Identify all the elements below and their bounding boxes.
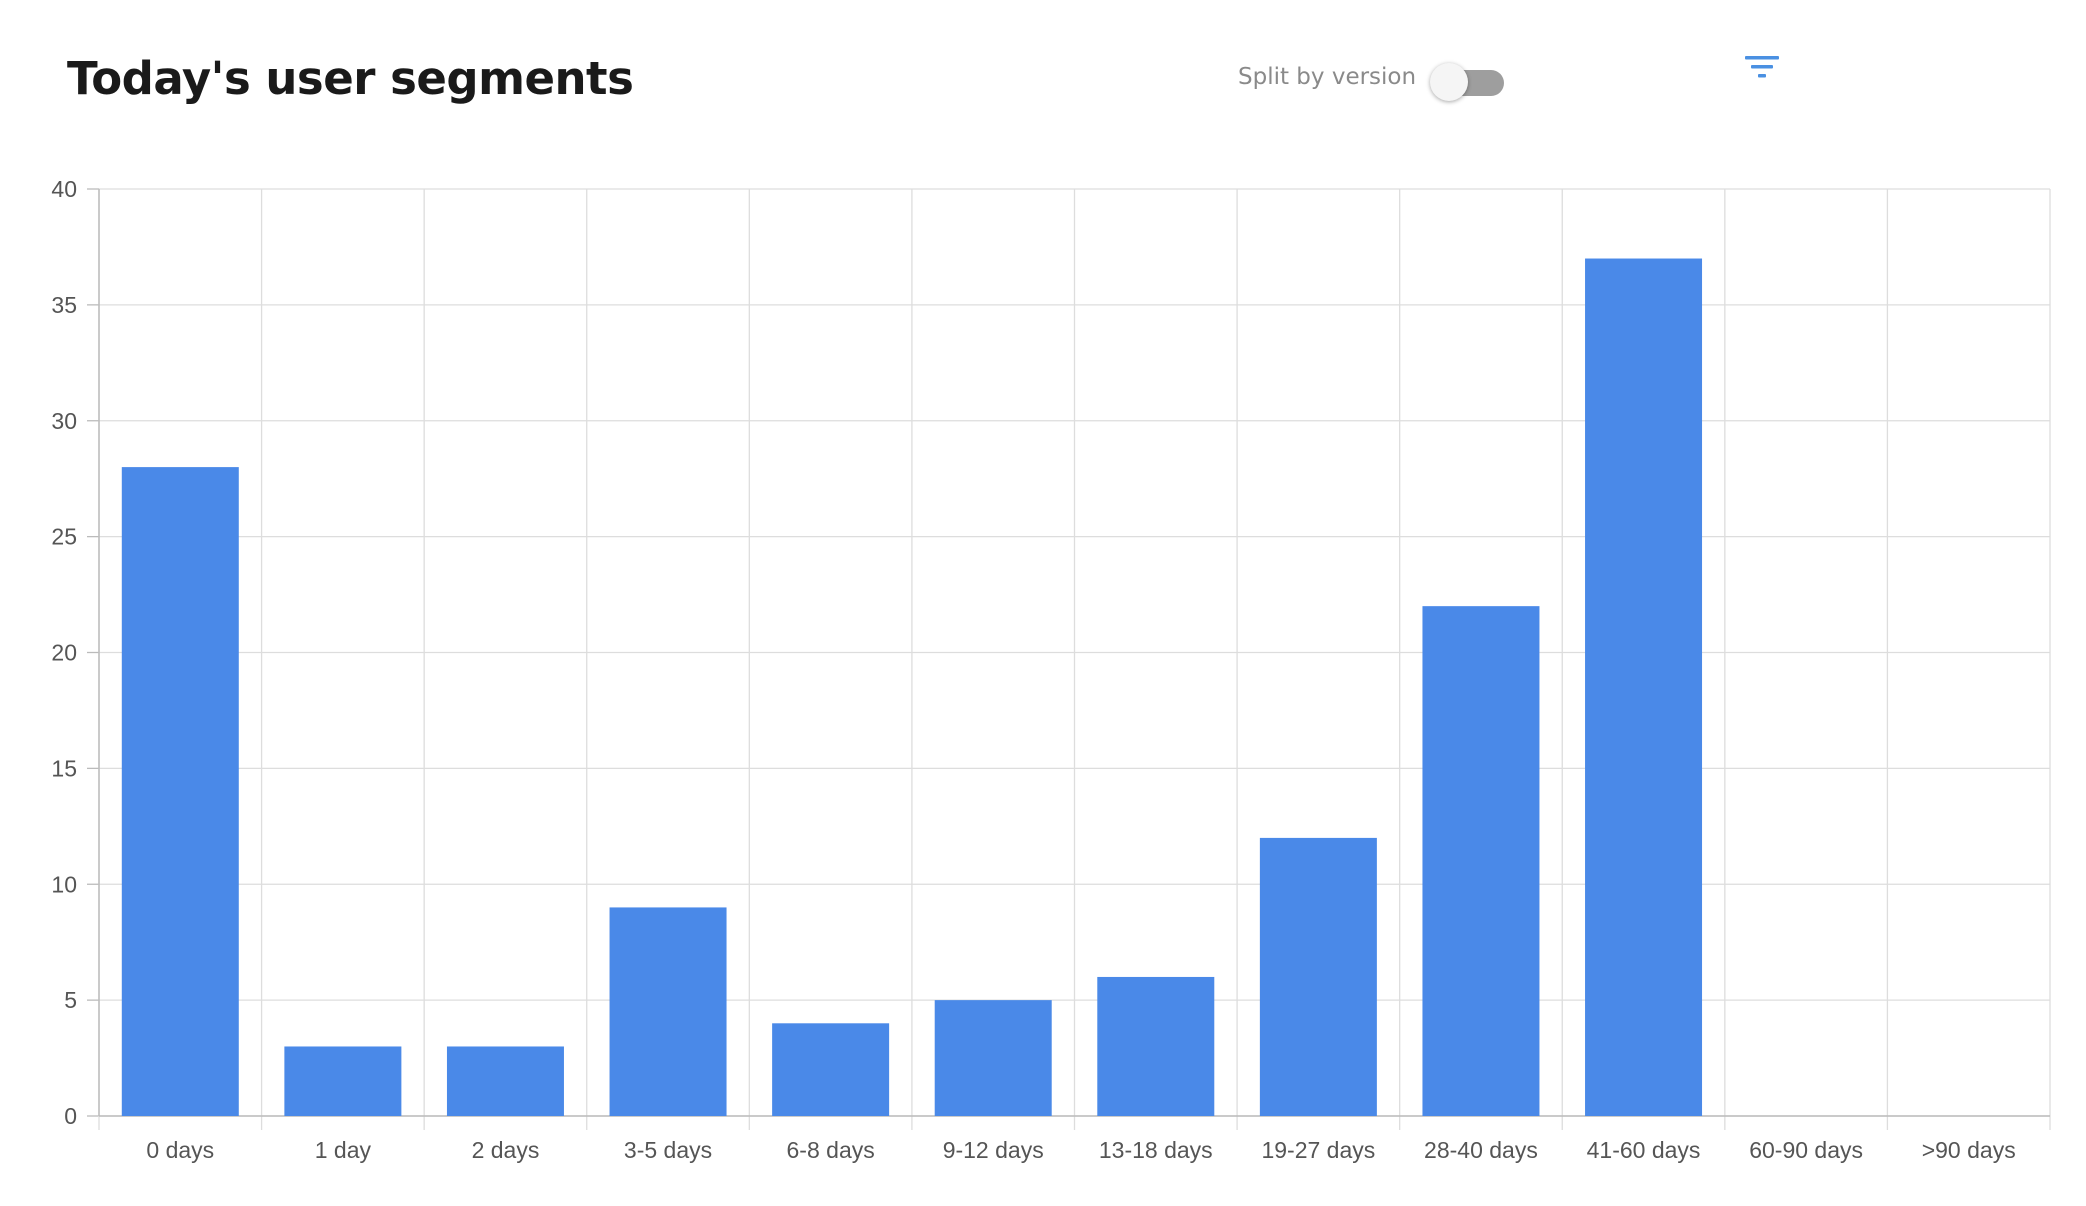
split-by-version-label: Split by version xyxy=(1238,64,1417,90)
filter-button[interactable] xyxy=(1738,52,1788,92)
bar-4 xyxy=(609,907,727,1116)
x-tick-label: 28-40 days xyxy=(1424,1137,1538,1163)
y-tick-label: 35 xyxy=(51,292,77,318)
y-tick-label: 0 xyxy=(64,1103,77,1129)
x-tick-label: 13-18 days xyxy=(1099,1137,1213,1163)
toggle-knob xyxy=(1430,63,1468,101)
bar-6 xyxy=(934,1000,1052,1116)
x-tick-label: 9-12 days xyxy=(943,1137,1044,1163)
x-tick-label: 6-8 days xyxy=(787,1137,875,1163)
x-tick-label: 60-90 days xyxy=(1749,1137,1863,1163)
bar-7 xyxy=(1097,976,1215,1116)
chart-title: Today's user segments xyxy=(67,52,634,105)
bar-3 xyxy=(446,1046,564,1116)
x-tick-label: >90 days xyxy=(1922,1137,2016,1163)
y-tick-label: 20 xyxy=(51,640,77,666)
y-tick-label: 40 xyxy=(51,176,77,202)
x-tick-label: 19-27 days xyxy=(1261,1137,1375,1163)
bar-8 xyxy=(1259,837,1377,1116)
bar-10 xyxy=(1585,258,1703,1116)
y-tick-label: 5 xyxy=(64,987,77,1013)
x-tick-label: 2 days xyxy=(472,1137,540,1163)
bar-1 xyxy=(121,467,239,1117)
split-by-version-toggle[interactable] xyxy=(1430,62,1506,102)
x-tick-label: 41-60 days xyxy=(1587,1137,1701,1163)
y-tick-label: 30 xyxy=(51,408,77,434)
y-tick-label: 10 xyxy=(51,871,77,897)
filter-icon xyxy=(1745,56,1779,78)
bar-9 xyxy=(1422,606,1540,1116)
bar-2 xyxy=(284,1046,402,1116)
x-tick-label: 1 day xyxy=(315,1137,372,1163)
y-tick-label: 15 xyxy=(51,755,77,781)
bar-5 xyxy=(772,1023,890,1116)
x-tick-label: 3-5 days xyxy=(624,1137,712,1163)
x-tick-label: 0 days xyxy=(146,1137,214,1163)
y-tick-label: 25 xyxy=(51,524,77,550)
